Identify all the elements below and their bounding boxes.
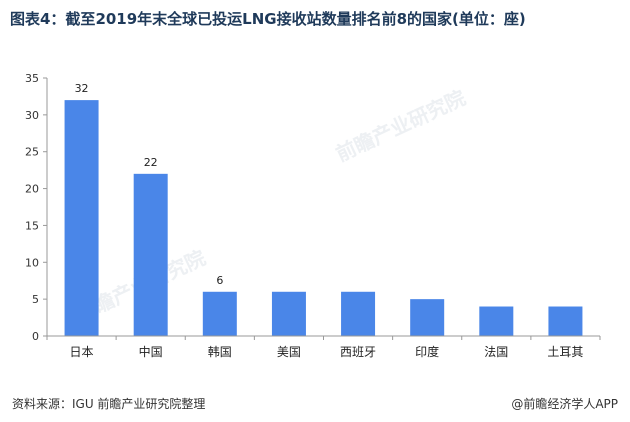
x-axis: 日本 中国 韩国 美国 西班牙 印度 法国 土耳其 xyxy=(46,335,601,359)
chart-title: 图表4：截至2019年末全球已投运LNG接收站数量排名前8的国家(单位：座) xyxy=(10,10,526,28)
data-label: 22 xyxy=(144,156,158,169)
bar xyxy=(202,291,237,336)
y-tick-label: 10 xyxy=(25,256,39,269)
bar xyxy=(133,173,168,336)
bar xyxy=(410,299,445,336)
x-tick-label: 韩国 xyxy=(208,344,232,359)
data-label: 32 xyxy=(75,82,89,95)
data-label: 6 xyxy=(216,274,223,287)
x-tick-label: 法国 xyxy=(484,345,508,359)
bar xyxy=(64,100,99,336)
x-tick-label: 中国 xyxy=(139,344,163,359)
x-tick-label: 西班牙 xyxy=(340,345,376,359)
bars: 32 22 6 xyxy=(64,82,583,336)
y-axis: 0 5 10 15 20 25 30 35 xyxy=(25,72,48,343)
bar xyxy=(341,291,376,336)
brand-label: @前瞻经济学人APP xyxy=(511,397,618,411)
x-tick-label: 美国 xyxy=(277,345,301,359)
source-note: 资料来源：IGU 前瞻产业研究院整理 xyxy=(12,397,206,411)
y-tick-label: 20 xyxy=(25,183,39,196)
x-tick-label: 土耳其 xyxy=(547,345,583,359)
y-tick-label: 15 xyxy=(25,219,39,232)
bar xyxy=(479,306,514,336)
bar xyxy=(548,306,583,336)
x-tick-label: 印度 xyxy=(415,344,439,359)
bar xyxy=(271,291,306,336)
y-tick-label: 25 xyxy=(25,146,39,159)
y-tick-label: 30 xyxy=(25,109,39,122)
y-tick-label: 5 xyxy=(32,293,39,306)
y-tick-label: 35 xyxy=(25,72,39,85)
y-tick-label: 0 xyxy=(32,330,39,343)
x-tick-label: 日本 xyxy=(70,345,94,359)
